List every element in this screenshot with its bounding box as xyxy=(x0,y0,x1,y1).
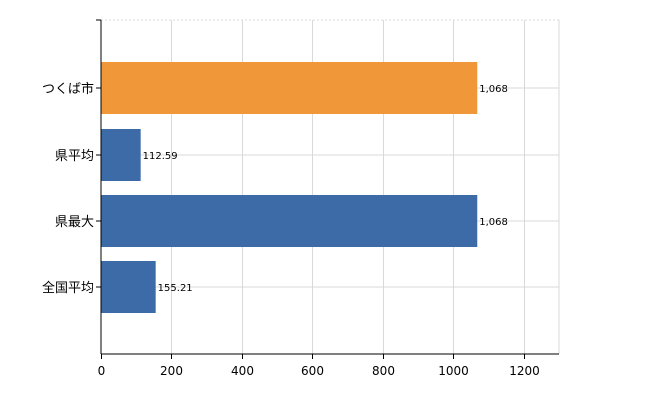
bar xyxy=(101,62,478,114)
bars xyxy=(101,62,478,313)
x-tick-label: 0 xyxy=(98,364,106,378)
data-label: 155.21 xyxy=(158,283,193,294)
x-tick-label: 800 xyxy=(372,364,395,378)
axes xyxy=(96,19,559,359)
data-label: 112.59 xyxy=(143,151,178,162)
category-label: 県平均 xyxy=(55,149,94,164)
x-tick-label: 1000 xyxy=(438,364,469,378)
bar xyxy=(101,261,156,313)
bar xyxy=(101,129,141,181)
category-label: 県最大 xyxy=(55,215,94,230)
category-label: つくば市 xyxy=(42,81,94,97)
x-tick-label: 1200 xyxy=(509,364,540,378)
x-tick-label: 400 xyxy=(231,364,254,378)
data-label: 1,068 xyxy=(479,84,508,95)
data-label: 1,068 xyxy=(479,217,508,228)
category-label: 全国平均 xyxy=(42,280,94,296)
x-tick-label: 200 xyxy=(160,364,183,378)
labels: 0 200 400 600 800 1000 1200 つくば市 1,068 県平均 112.59 県… xyxy=(42,81,540,378)
x-tick-label: 600 xyxy=(301,364,324,378)
bar xyxy=(101,195,478,247)
